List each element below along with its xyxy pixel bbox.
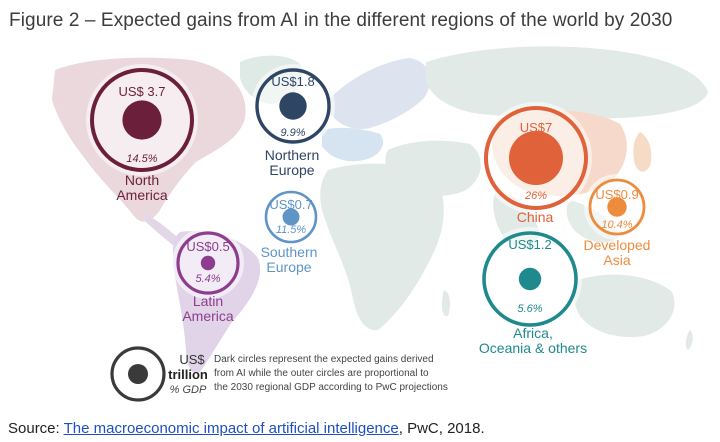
map-northern-europe [328, 58, 431, 130]
north-america-name-line-2: America [116, 187, 168, 203]
map-russia [426, 46, 708, 119]
northern-europe-name-line-1: Northern [265, 147, 319, 163]
africa-oceania-value-label: US$1.2 [508, 237, 551, 252]
china-gain-dot [509, 131, 563, 185]
region-bubbles: US$ 3.714.5%NorthAmericaUS$1.89.9%Northe… [86, 64, 650, 356]
latin-america-value-label: US$0.5 [186, 239, 229, 254]
developed-asia-name-line-1: Developed [584, 237, 651, 253]
china-gdp-ring [484, 106, 588, 210]
latin-america-name-line-1: Latin [193, 293, 223, 309]
legend-note-line-2: from AI while the outer circles are prop… [214, 368, 429, 379]
legend-note-line-3: the 2030 regional GDP according to PwC p… [214, 382, 448, 393]
latin-america-gdp-ring [176, 231, 240, 295]
north-america-gain-dot [122, 100, 162, 140]
map-japan [633, 132, 652, 172]
africa-oceania-gdp-ring [482, 231, 578, 327]
region-africa-oceania: US$1.2 5.6% Africa,Oceania & others [478, 227, 587, 356]
developed-asia-gain-dot [607, 197, 627, 217]
latin-america-name-line-2: America [182, 308, 234, 324]
legend-unit-label: trillion [168, 367, 208, 382]
china-gdp-pct-label: 26% [524, 190, 547, 202]
northern-europe-gdp-ring [255, 68, 331, 144]
developed-asia-gdp-pct-label: 10.4% [601, 219, 632, 231]
africa-oceania-gain-dot [518, 267, 542, 291]
legend-value-label: US$ [179, 352, 205, 367]
north-america-name-line-1: North [125, 172, 159, 188]
map-madagascar [441, 290, 451, 317]
source-prefix: Source: [8, 420, 64, 437]
africa-oceania-gdp-pct-label: 5.6% [517, 303, 542, 315]
map-africa [320, 163, 444, 331]
map-australia [573, 274, 675, 338]
latin-america-gain-dot [200, 255, 216, 271]
southern-europe-gain-dot [282, 208, 300, 226]
map-central-america [144, 214, 180, 246]
southern-europe-name-line-2: Europe [266, 259, 311, 275]
africa-oceania-name-line-2: Oceania & others [479, 340, 587, 356]
africa-oceania-name-line-1: Africa, [513, 325, 553, 341]
north-america-gdp-ring [90, 68, 194, 172]
map-southern-europe [322, 127, 384, 162]
northern-europe-name-line-2: Europe [269, 162, 314, 178]
source-suffix: , PwC, 2018. [398, 420, 485, 437]
legend-inner-dot [128, 364, 148, 384]
developed-asia-name-line-2: Asia [603, 252, 630, 268]
northern-europe-gdp-pct-label: 9.9% [280, 127, 305, 139]
southern-europe-value-label: US$0.7 [269, 197, 312, 212]
developed-asia-value-label: US$0.9 [595, 187, 638, 202]
map-new-zealand [685, 330, 693, 350]
southern-europe-gdp-pct-label: 11.5% [276, 224, 307, 236]
southern-europe-gdp-ring [264, 190, 318, 244]
legend-outer-ring [110, 346, 166, 402]
china-value-label: US$7 [520, 120, 553, 135]
source-link[interactable]: The macroeconomic impact of artificial i… [63, 420, 399, 437]
legend-note-line-1: Dark circles represent the expected gain… [214, 354, 434, 365]
developed-asia-gdp-ring [588, 178, 646, 236]
china-name-line-1: China [517, 209, 554, 225]
north-america-gdp-pct-label: 14.5% [126, 153, 157, 165]
latin-america-gdp-pct-label: 5.4% [195, 273, 220, 285]
figure-title: Figure 2 – Expected gains from AI in the… [9, 10, 673, 31]
northern-europe-value-label: US$1.8 [271, 74, 314, 89]
southern-europe-name-line-1: Southern [261, 244, 318, 260]
source-line: Source: The macroeconomic impact of arti… [8, 420, 485, 437]
northern-europe-gain-dot [279, 92, 307, 120]
legend-pct-label: % GDP [170, 384, 207, 396]
region-china: US$7 26% China [480, 102, 592, 225]
north-america-value-label: US$ 3.7 [119, 84, 166, 99]
size-legend: US$trillion % GDP Dark circles represent t… [110, 346, 448, 402]
